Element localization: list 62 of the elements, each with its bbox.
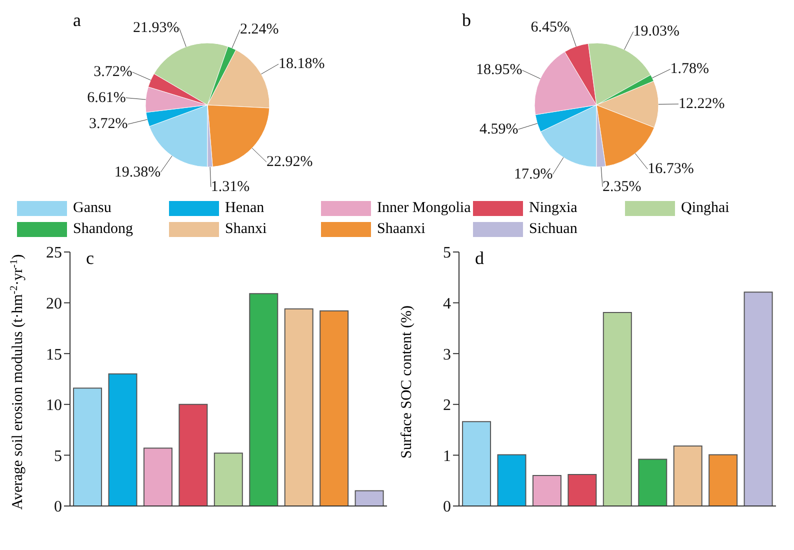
y-tick-label: 25 bbox=[46, 244, 62, 262]
data-label: 19.03% bbox=[633, 24, 680, 40]
legend-label: Shaanxi bbox=[377, 221, 426, 238]
y-tick-label: 15 bbox=[46, 346, 62, 364]
y-tick-label: 3 bbox=[443, 346, 451, 364]
data-label: 1.31% bbox=[210, 178, 250, 195]
bar bbox=[673, 446, 702, 506]
data-label: 2.24% bbox=[240, 22, 279, 38]
bar bbox=[602, 312, 632, 506]
data-label: 4.59% bbox=[479, 121, 518, 138]
data-label: 22.92% bbox=[266, 154, 313, 170]
legend-label: Gansu bbox=[73, 200, 112, 217]
y-tick-label: 5 bbox=[54, 448, 62, 465]
data-label: 16.73% bbox=[648, 161, 694, 178]
legend-label: Henan bbox=[225, 200, 264, 217]
data-label: 2.35% bbox=[602, 178, 642, 195]
bar bbox=[638, 458, 668, 506]
legend-label: Qinghai bbox=[681, 200, 730, 217]
bar bbox=[73, 388, 102, 506]
y-tick-label: 2 bbox=[443, 397, 451, 414]
bar bbox=[532, 475, 562, 506]
chart-title: a bbox=[73, 10, 81, 31]
data-label: 3.72% bbox=[94, 64, 132, 80]
legend-label: Shanxi bbox=[225, 221, 267, 238]
y-tick-label: 10 bbox=[46, 397, 62, 414]
bar bbox=[708, 454, 738, 506]
legend-label: Shandong bbox=[73, 221, 133, 238]
bar bbox=[497, 454, 526, 506]
bar bbox=[143, 448, 172, 506]
chart-title: d bbox=[475, 248, 484, 269]
bar bbox=[744, 292, 773, 506]
chart-title: c bbox=[86, 248, 94, 269]
bar bbox=[354, 490, 384, 506]
legend-label: Sichuan bbox=[529, 221, 578, 238]
bar bbox=[178, 404, 208, 506]
bar bbox=[214, 452, 243, 506]
y-tick-label: 4 bbox=[443, 295, 451, 312]
bar bbox=[568, 474, 597, 506]
bar bbox=[108, 373, 138, 506]
data-label: 12.22% bbox=[678, 96, 725, 112]
data-label: 3.72% bbox=[89, 116, 128, 132]
y-tick-label: 1 bbox=[443, 448, 451, 465]
data-label: 6.61% bbox=[87, 90, 126, 106]
bar bbox=[284, 308, 314, 506]
bar bbox=[249, 293, 278, 506]
legend-label: Inner Mongolia bbox=[377, 200, 471, 217]
data-label: 17.9% bbox=[514, 166, 553, 182]
legend-label: Ningxia bbox=[529, 200, 578, 217]
bar bbox=[462, 421, 492, 506]
data-label: 1.78% bbox=[670, 61, 710, 78]
data-label: 21.93% bbox=[132, 20, 180, 36]
y-tick-label: 0 bbox=[54, 498, 62, 516]
y-axis-title: Surface SOC content (%) bbox=[399, 306, 415, 458]
y-tick-label: 0 bbox=[443, 498, 451, 516]
bar bbox=[320, 310, 349, 506]
chart-title: b bbox=[462, 10, 471, 31]
data-label: 19.38% bbox=[114, 164, 161, 180]
data-label: 18.18% bbox=[278, 56, 325, 72]
data-label: 18.95% bbox=[476, 62, 522, 78]
data-label: 6.45% bbox=[530, 20, 570, 36]
y-tick-label: 20 bbox=[46, 295, 62, 312]
y-tick-label: 5 bbox=[443, 244, 451, 262]
